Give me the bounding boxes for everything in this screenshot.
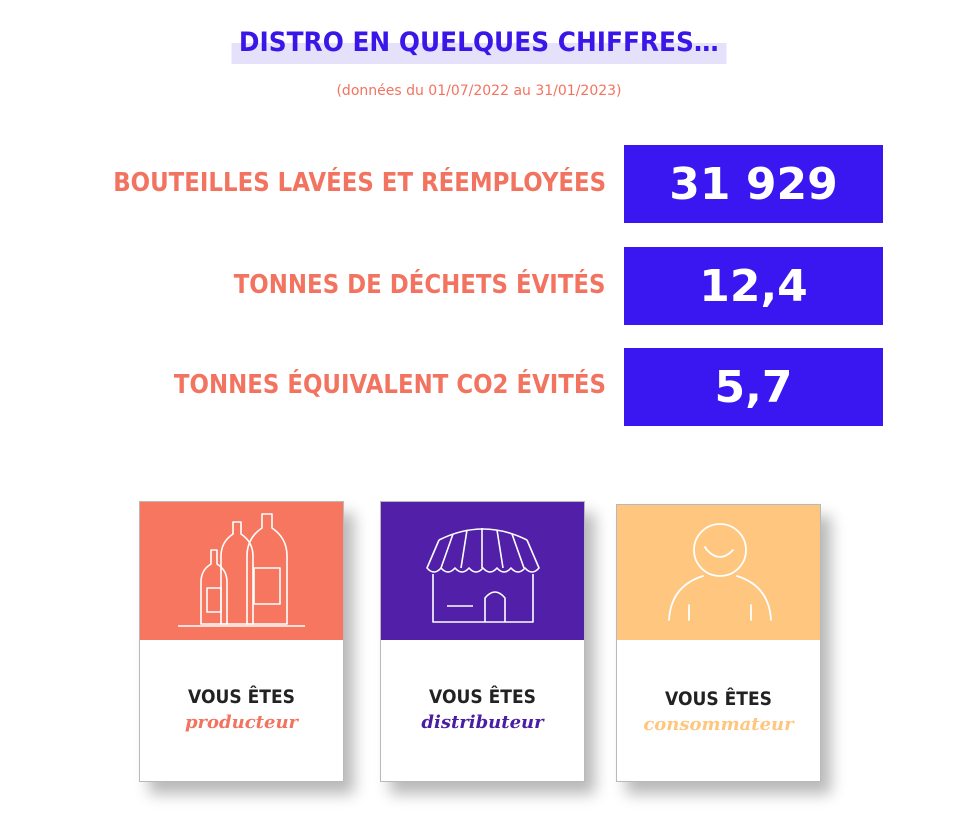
card-consommateur-heading: VOUS ÊTES: [665, 688, 772, 710]
stat-label-bottles: BOUTEILLES LAVÉES ET RÉEMPLOYÉES: [113, 168, 606, 198]
card-distributeur-heading: VOUS ÊTES: [429, 686, 536, 708]
stat-label-co2: TONNES ÉQUIVALENT CO2 ÉVITÉS: [173, 370, 606, 400]
card-producteur-heading: VOUS ÊTES: [188, 686, 295, 708]
header: DISTRO EN QUELQUES CHIFFRES…: [0, 27, 958, 64]
person-icon: [668, 523, 772, 621]
stat-value-bottles: 31 929: [624, 145, 883, 223]
card-consommateur[interactable]: VOUS ÊTES consommateur: [616, 504, 821, 782]
card-consommateur-banner: [617, 505, 820, 640]
card-distributeur-banner: [381, 502, 584, 640]
card-distributeur-role: distributeur: [421, 712, 544, 733]
shop-icon: [426, 528, 540, 623]
date-range-subtitle: (données du 01/07/2022 au 31/01/2023): [336, 83, 622, 99]
stat-value-waste: 12,4: [624, 247, 883, 325]
card-producteur-banner: [140, 502, 343, 640]
card-producteur[interactable]: VOUS ÊTES producteur: [139, 501, 344, 782]
card-consommateur-role: consommateur: [643, 714, 794, 735]
stat-label-waste: TONNES DE DÉCHETS ÉVITÉS: [234, 270, 606, 300]
card-distributeur[interactable]: VOUS ÊTES distributeur: [380, 501, 585, 782]
stat-value-co2: 5,7: [624, 348, 883, 426]
card-producteur-role: producteur: [184, 712, 299, 733]
page-title: DISTRO EN QUELQUES CHIFFRES…: [231, 27, 727, 64]
bottles-icon: [178, 513, 305, 627]
